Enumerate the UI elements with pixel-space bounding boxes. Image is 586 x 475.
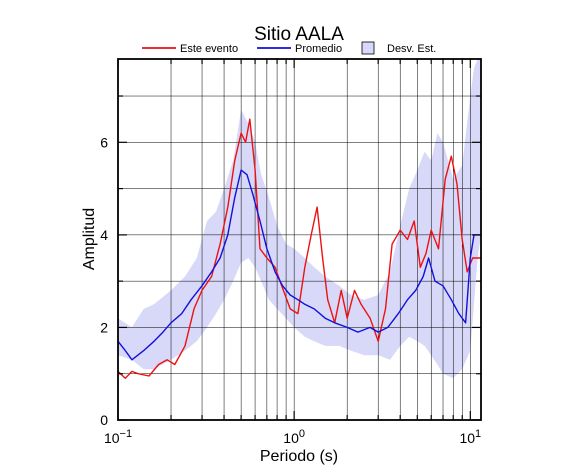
x-tick-label: 100 [283,428,305,446]
legend-label-desv-est: Desv. Est. [387,43,436,55]
chart-title: Sitio AALA [254,24,344,45]
series-layer [117,118,481,379]
legend-swatch-desv-est [361,41,375,55]
x-axis-title: Periodo (s) [260,448,338,465]
std-dev-band-layer [118,59,481,379]
x-tick-label: 10−1 [104,428,132,446]
y-tick-label: 0 [100,412,108,428]
x-tick-label: 101 [459,428,481,446]
y-tick-label: 4 [100,227,108,243]
legend-label-este-evento: Este evento [180,43,238,55]
legend-label-promedio: Promedio [295,43,342,55]
series-line-promedio [117,169,481,361]
y-tick-label: 6 [100,134,108,150]
y-axis-title: Amplitud [81,208,98,270]
tick-layer: 10−1 100 101 0 2 4 6 [100,59,481,446]
std-dev-band [118,59,481,379]
grid-layer [117,59,481,420]
legend: Este evento Promedio Desv. Est. [142,41,436,55]
y-tick-label: 2 [100,319,108,335]
plot-frame [117,58,482,421]
series-line-este-evento [117,118,481,379]
